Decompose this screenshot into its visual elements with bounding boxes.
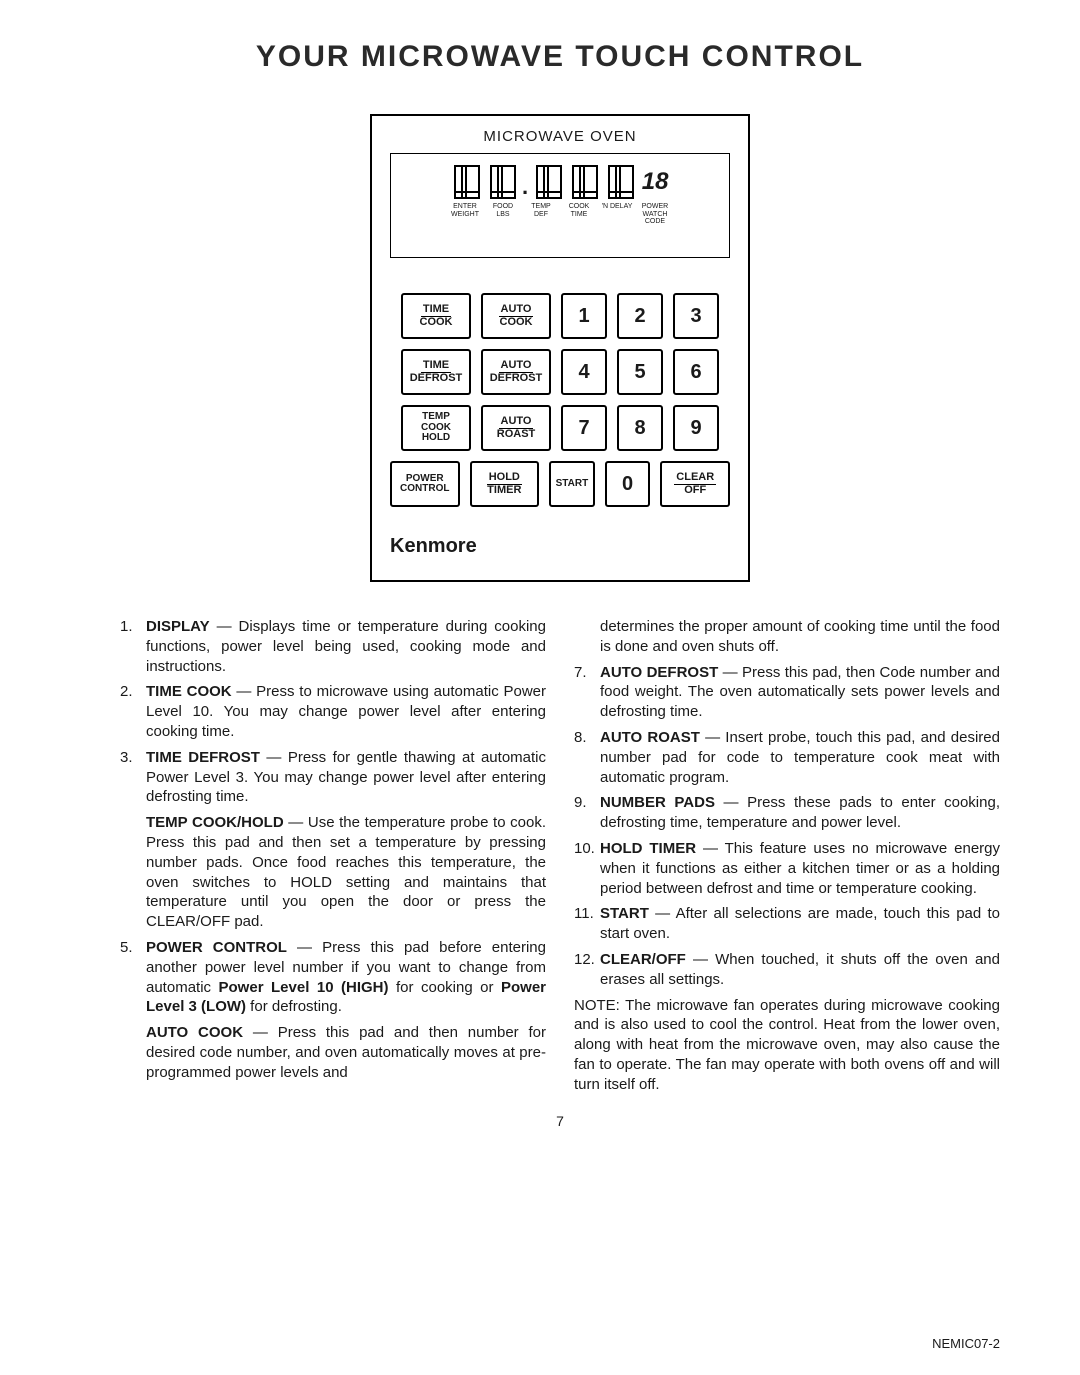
- display-digit: [488, 164, 518, 200]
- digit-label-row: ENTER WEIGHTFOOD LBSTEMP DEFCOOK TIME'N …: [399, 203, 721, 226]
- key-auto-defrost[interactable]: AUTODEFROST: [481, 349, 551, 395]
- list-item: 11.START — After all selections are made…: [574, 904, 1000, 944]
- panel-header: MICROWAVE OVEN: [390, 128, 730, 145]
- key-6[interactable]: 6: [673, 349, 719, 395]
- key-7[interactable]: 7: [561, 405, 607, 451]
- list-item: 3.TIME DEFROST — Press for gentle thawin…: [120, 748, 546, 807]
- page-title: YOUR MICROWAVE TOUCH CONTROL: [120, 40, 1000, 74]
- key-time-defrost[interactable]: TIMEDEFROST: [401, 349, 471, 395]
- key-1[interactable]: 1: [561, 293, 607, 339]
- list-item: 1.DISPLAY — Displays time or temperature…: [120, 617, 546, 676]
- list-item: TEMP COOK/HOLD — Use the temperature pro…: [120, 813, 546, 932]
- key-row: TEMPCOOKHOLDAUTOROAST789: [390, 405, 730, 451]
- list-item: 12.CLEAR/OFF — When touched, it shuts of…: [574, 950, 1000, 990]
- key-row: POWERCONTROLHOLDTIMERSTART0CLEAROFF: [390, 461, 730, 507]
- key-5[interactable]: 5: [617, 349, 663, 395]
- list-item: 9.NUMBER PADS — Press these pads to ente…: [574, 793, 1000, 833]
- doc-id: NEMIC07-2: [932, 1336, 1000, 1351]
- display-box: .18 ENTER WEIGHTFOOD LBSTEMP DEFCOOK TIM…: [390, 153, 730, 258]
- key-3[interactable]: 3: [673, 293, 719, 339]
- key-row: TIMEDEFROSTAUTODEFROST456: [390, 349, 730, 395]
- note-text: NOTE: The microwave fan operates during …: [574, 996, 1000, 1095]
- brand-label: Kenmore: [390, 535, 730, 558]
- page-number: 7: [120, 1113, 1000, 1129]
- key-start[interactable]: START: [549, 461, 595, 507]
- list-item: AUTO COOK — Press this pad and then numb…: [120, 1023, 546, 1082]
- digit-label: POWER WATCH CODE: [638, 203, 672, 226]
- display-digit: [570, 164, 600, 200]
- list-item: 7.AUTO DEFROST — Press this pad, then Co…: [574, 663, 1000, 722]
- key-auto-roast[interactable]: AUTOROAST: [481, 405, 551, 451]
- key-time-cook[interactable]: TIMECOOK: [401, 293, 471, 339]
- digit-label: 'N DELAY: [600, 203, 634, 226]
- display-digit-last: 18: [642, 164, 668, 200]
- left-column: 1.DISPLAY — Displays time or temperature…: [120, 617, 546, 1095]
- right-column: determines the proper amount of cooking …: [574, 617, 1000, 1095]
- digit-label: ENTER WEIGHT: [448, 203, 482, 226]
- key-2[interactable]: 2: [617, 293, 663, 339]
- display-digit: [606, 164, 636, 200]
- key-hold-timer[interactable]: HOLDTIMER: [470, 461, 540, 507]
- digit-label: TEMP DEF: [524, 203, 558, 226]
- key-9[interactable]: 9: [673, 405, 719, 451]
- key-clear-off[interactable]: CLEAROFF: [660, 461, 730, 507]
- display-digit: [452, 164, 482, 200]
- key-0[interactable]: 0: [605, 461, 651, 507]
- key-4[interactable]: 4: [561, 349, 607, 395]
- key-temp-cook-hold[interactable]: TEMPCOOKHOLD: [401, 405, 471, 451]
- list-item: determines the proper amount of cooking …: [574, 617, 1000, 657]
- list-item: 2.TIME COOK — Press to microwave using a…: [120, 682, 546, 741]
- digit-label: COOK TIME: [562, 203, 596, 226]
- key-8[interactable]: 8: [617, 405, 663, 451]
- list-item: 10.HOLD TIMER — This feature uses no mic…: [574, 839, 1000, 898]
- key-power-control[interactable]: POWERCONTROL: [390, 461, 460, 507]
- display-digit: [534, 164, 564, 200]
- key-row: TIMECOOKAUTOCOOK123: [390, 293, 730, 339]
- microwave-panel: MICROWAVE OVEN .18 ENTER WEIGHTFOOD LBST…: [370, 114, 750, 582]
- panel-wrap: MICROWAVE OVEN .18 ENTER WEIGHTFOOD LBST…: [120, 114, 1000, 582]
- digit-label: FOOD LBS: [486, 203, 520, 226]
- key-auto-cook[interactable]: AUTOCOOK: [481, 293, 551, 339]
- list-item: 8.AUTO ROAST — Insert probe, touch this …: [574, 728, 1000, 787]
- list-item: 5.POWER CONTROL — Press this pad before …: [120, 938, 546, 1017]
- keypad: TIMECOOKAUTOCOOK123 TIMEDEFROSTAUTODEFROS…: [390, 293, 730, 507]
- description-columns: 1.DISPLAY — Displays time or temperature…: [120, 617, 1000, 1095]
- digits-row: .18: [452, 164, 668, 200]
